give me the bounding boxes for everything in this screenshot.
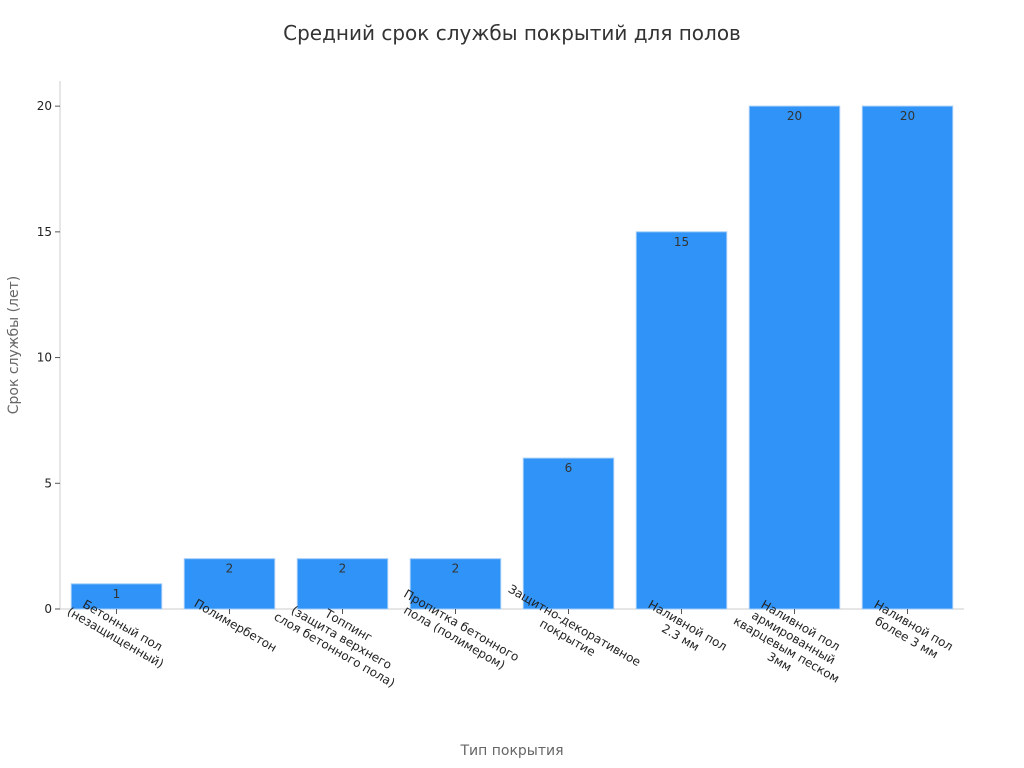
bar [409,558,502,610]
bar [183,558,276,610]
bar [861,105,954,610]
bar-value-label: 2 [339,562,347,576]
x-axis-title: Тип покрытия [459,743,563,759]
bar-value-label: 20 [900,109,915,123]
bar-value-label: 6 [565,461,573,475]
y-tick-label: 20 [37,99,52,113]
bar-value-label: 15 [674,235,689,249]
y-axis-title: Срок службы (лет) [6,276,22,414]
chart-title: Средний срок службы покрытий для полов [283,21,741,45]
bar-value-label: 2 [452,562,460,576]
y-tick-label: 10 [37,351,52,365]
y-tick-label: 15 [37,225,52,239]
bar [296,558,389,610]
bar [635,231,728,610]
bar [522,457,615,610]
bar [748,105,841,610]
bar-value-label: 1 [113,587,121,601]
bar-value-label: 20 [787,109,802,123]
y-tick-label: 5 [44,476,52,490]
bar-value-label: 2 [226,562,234,576]
y-tick-label: 0 [44,602,52,616]
